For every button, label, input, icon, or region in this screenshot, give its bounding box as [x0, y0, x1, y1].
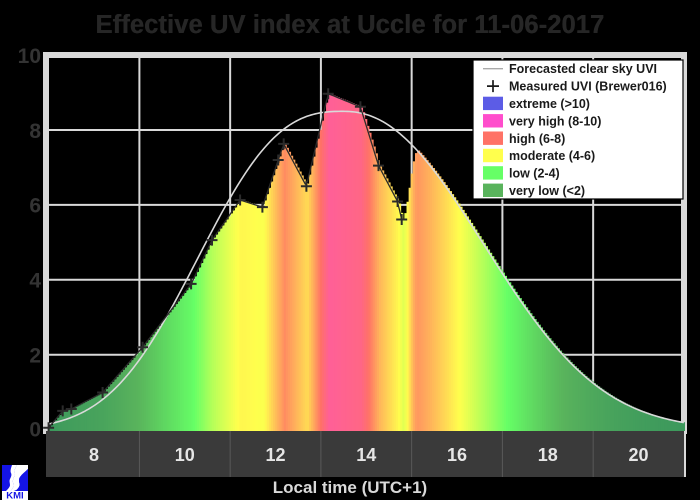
svg-text:14: 14	[356, 445, 376, 465]
svg-text:8: 8	[29, 120, 41, 143]
svg-text:4: 4	[29, 270, 41, 293]
svg-text:high (6-8): high (6-8)	[509, 132, 565, 146]
svg-text:low (2-4): low (2-4)	[509, 167, 560, 181]
svg-text:8: 8	[89, 445, 99, 465]
svg-text:very high (8-10): very high (8-10)	[509, 114, 601, 128]
svg-text:0: 0	[29, 419, 41, 442]
svg-text:12: 12	[265, 445, 285, 465]
svg-text:16: 16	[447, 445, 467, 465]
svg-text:20: 20	[628, 445, 648, 465]
svg-text:18: 18	[538, 445, 558, 465]
svg-text:extreme (>10): extreme (>10)	[509, 97, 590, 111]
svg-text:2: 2	[29, 345, 41, 368]
svg-text:6: 6	[29, 195, 41, 218]
svg-text:KMI: KMI	[6, 491, 23, 500]
svg-text:Measured UVI (Brewer016): Measured UVI (Brewer016)	[509, 80, 667, 94]
svg-text:10: 10	[18, 45, 41, 68]
svg-text:Forecasted clear sky UVI: Forecasted clear sky UVI	[509, 62, 657, 76]
svg-text:moderate (4-6): moderate (4-6)	[509, 149, 595, 163]
svg-text:very low (<2): very low (<2)	[509, 184, 585, 198]
svg-text:10: 10	[175, 445, 195, 465]
